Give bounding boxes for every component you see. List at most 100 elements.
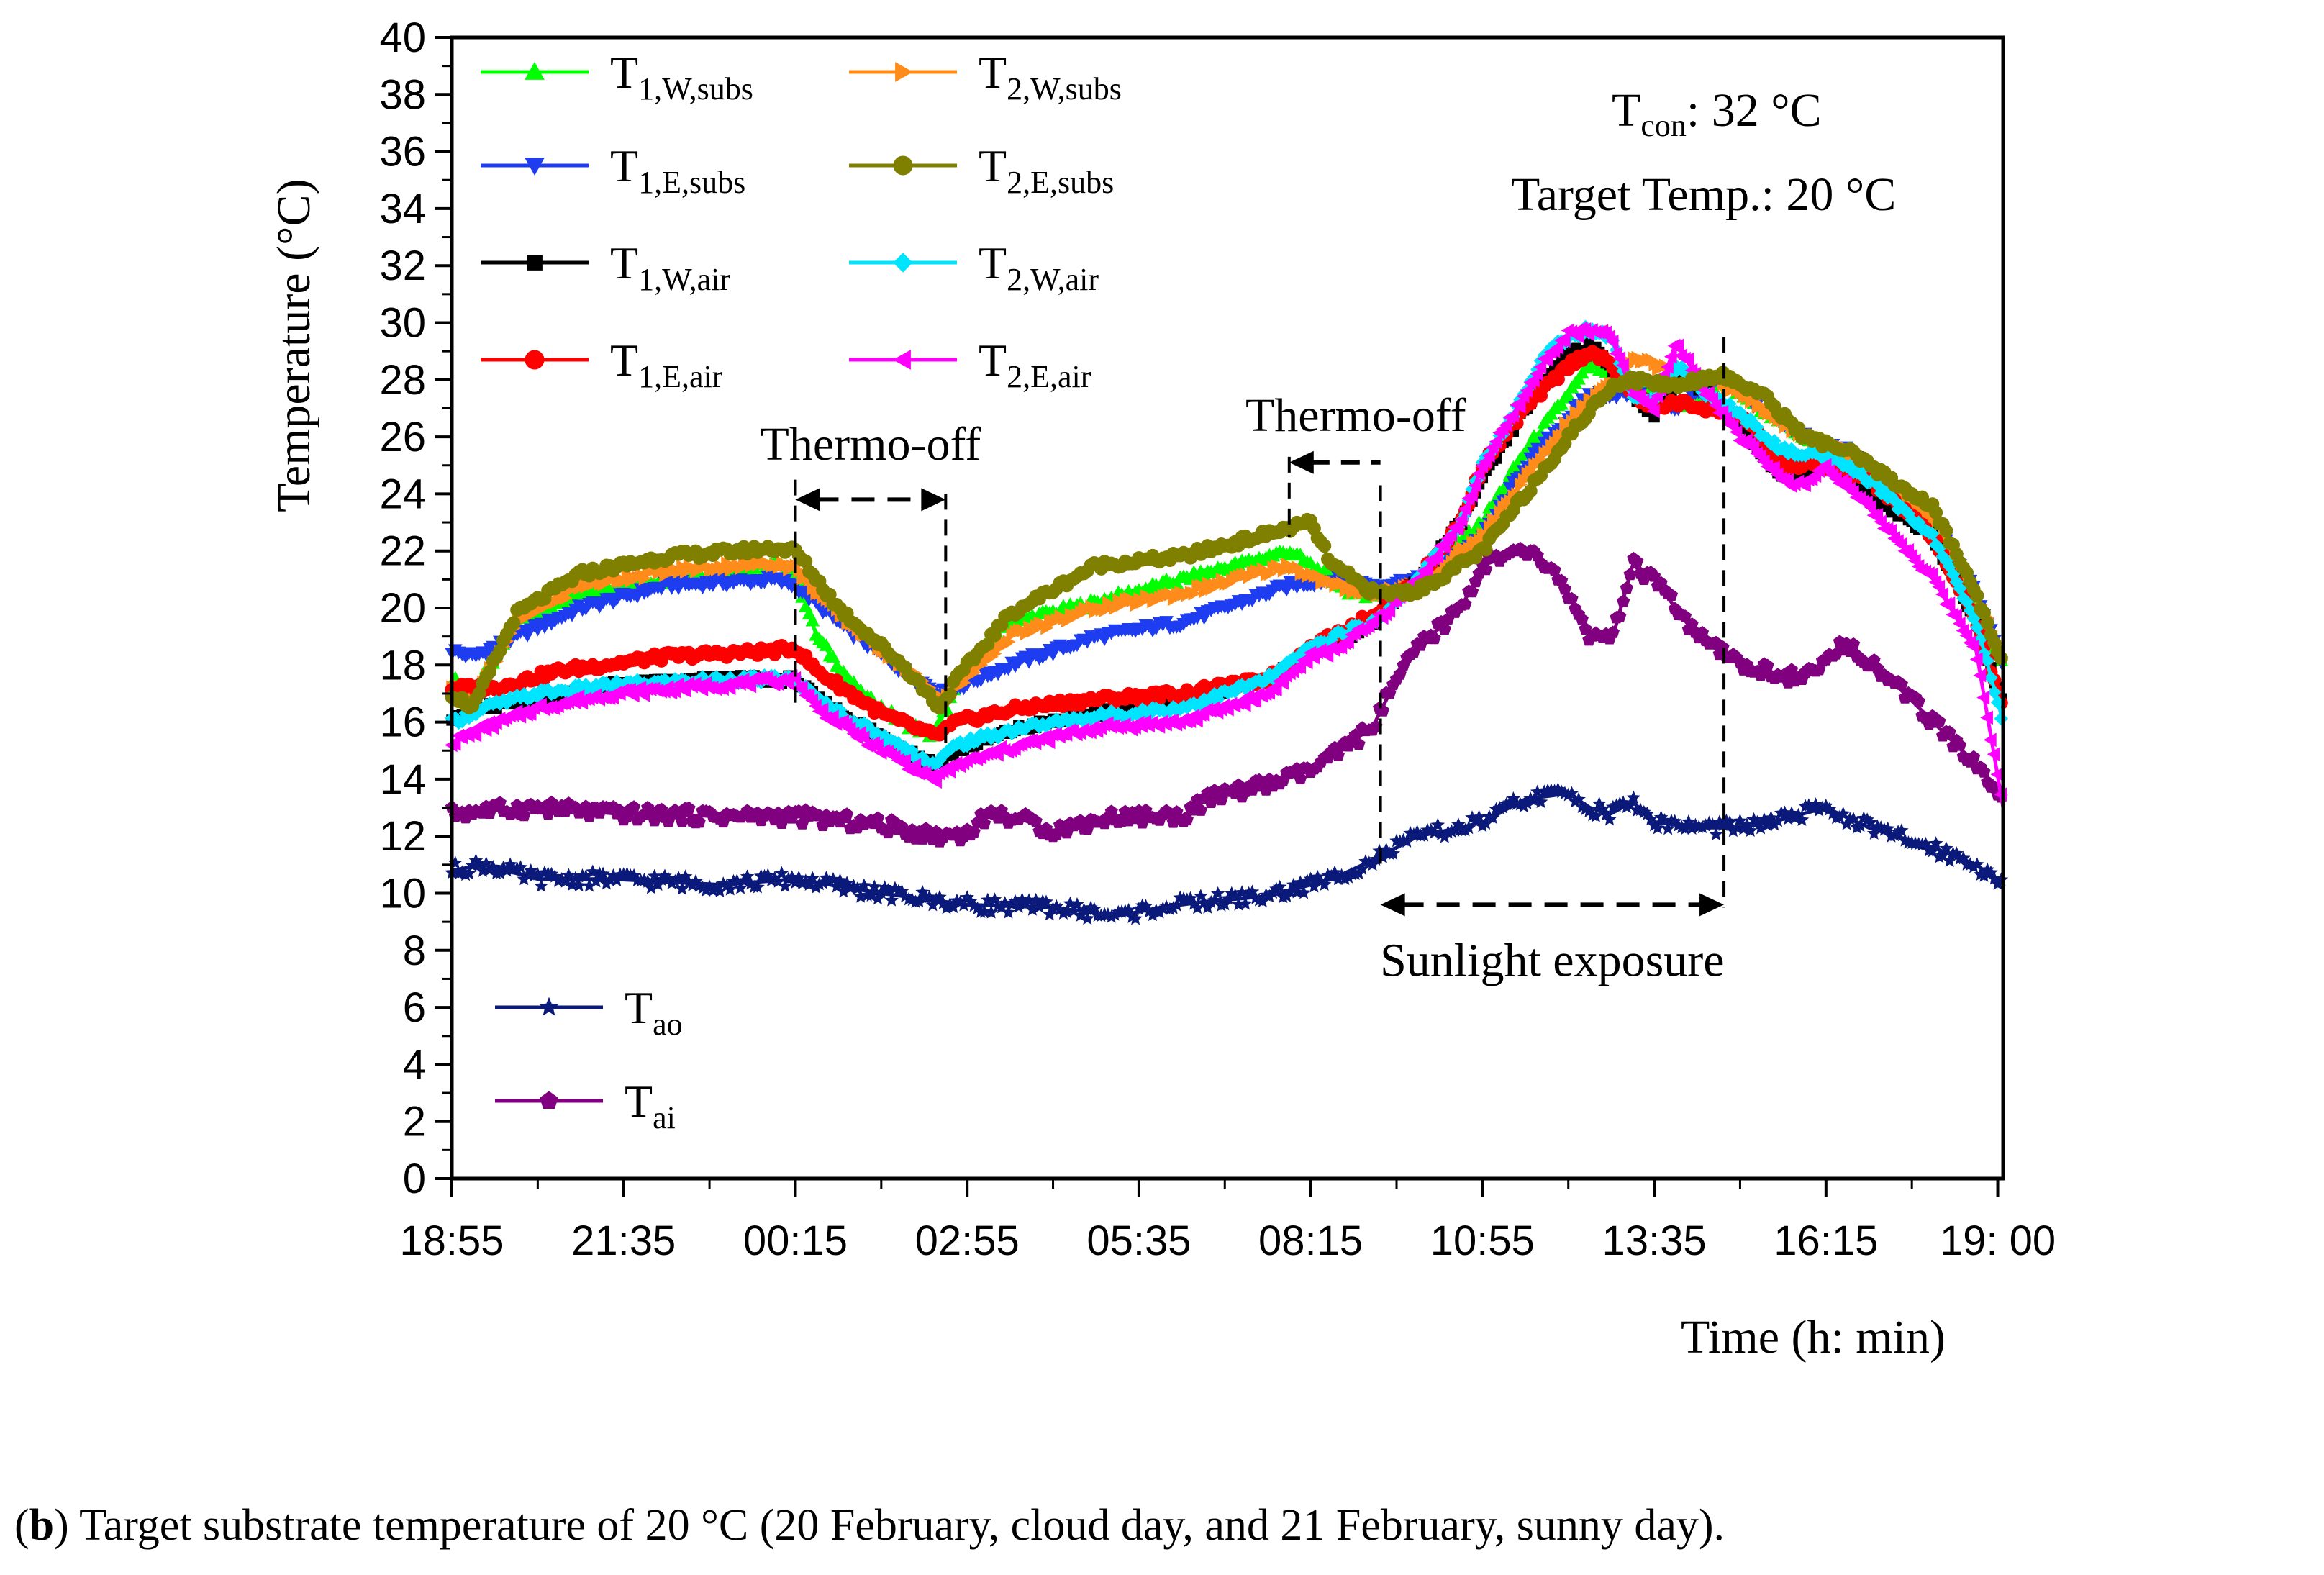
- thermo-off-1-label: Thermo-off: [761, 418, 981, 471]
- legend-label-main: T: [610, 140, 638, 191]
- legend-swatch-marker: [525, 158, 545, 176]
- x-tick-label: 16:15: [1774, 1217, 1878, 1264]
- annotation-layer: Thermo-off Thermo-off Sunlight exposure: [761, 337, 1726, 986]
- thermo-off-1-arrow-head-left: [795, 488, 820, 512]
- series-tai: [445, 541, 2008, 848]
- y-tick-label: 40: [379, 14, 426, 61]
- y-tick-label: 38: [379, 71, 426, 118]
- thermo-off-1-arrow-head-right: [921, 488, 946, 512]
- series-line: [450, 372, 2005, 710]
- x-tick-label: 00:15: [743, 1217, 848, 1264]
- legend-label-sub: 1,E,subs: [638, 165, 745, 200]
- legend-label: T1,E,subs: [610, 140, 745, 200]
- legend-swatch-marker: [895, 62, 914, 82]
- legend-label-main: T: [979, 237, 1007, 289]
- legend-label-sub: 1,W,subs: [638, 71, 753, 106]
- conditions-box: Tcon: 32 °C Target Temp.: 20 °C: [1511, 84, 1896, 221]
- legend-item-t2-w-air: T2,W,air: [849, 237, 1099, 297]
- x-axis-title: Time (h: min): [1681, 1311, 1946, 1363]
- legend-label: Tao: [625, 982, 683, 1042]
- y-tick-label: 26: [379, 414, 426, 460]
- tcon-main: T: [1612, 84, 1640, 137]
- legend-label-main: T: [610, 237, 638, 289]
- legend-label-main: T: [610, 335, 638, 386]
- series-layer: [444, 319, 2009, 925]
- y-tick-label: 28: [379, 357, 426, 404]
- series-line: [450, 355, 2005, 702]
- sunlight-label: Sunlight exposure: [1380, 934, 1724, 986]
- y-tick-label: 8: [403, 927, 426, 974]
- legend-label-main: T: [610, 47, 638, 98]
- legend-label-sub: 1,W,air: [638, 262, 730, 297]
- series-tao: [445, 782, 2009, 925]
- series-t2-e-air: [444, 321, 2007, 808]
- legend-label-sub: ao: [653, 1007, 683, 1042]
- sunlight-arrow-head-left: [1380, 893, 1405, 917]
- legend-label: T2,W,subs: [979, 47, 1122, 106]
- legend-label-sub: 2,W,subs: [1007, 71, 1122, 106]
- series-t2-w-subs: [446, 350, 2009, 709]
- thermo-off-2-label: Thermo-off: [1245, 389, 1466, 442]
- y-tick-label: 6: [403, 984, 426, 1031]
- legend-item-tai: Tai: [495, 1076, 676, 1135]
- tcon-sub: con: [1640, 108, 1687, 143]
- tcon-value: : 32 °C: [1687, 84, 1822, 137]
- y-tick-label: 32: [379, 242, 426, 289]
- legend-swatch-marker: [525, 61, 545, 80]
- legend-label-main: T: [625, 982, 653, 1033]
- series-line: [451, 791, 2005, 918]
- y-tick-label: 30: [379, 300, 426, 347]
- legend-label-sub: 2,W,air: [1007, 262, 1099, 297]
- target-temp-label: Target Temp.: 20 °C: [1511, 168, 1896, 221]
- tick-layer: 024681012141618202224262830323436384018:…: [379, 14, 2056, 1264]
- y-tick-label: 0: [403, 1156, 426, 1202]
- legend-swatch-marker: [893, 155, 913, 176]
- series-markers: [445, 782, 2009, 925]
- x-tick-label: 21:35: [571, 1217, 676, 1264]
- legend-item-t1-w-subs: T1,W,subs: [481, 47, 753, 106]
- caption-letter: b: [29, 1501, 55, 1550]
- legend-item-t2-e-air: T2,E,air: [849, 335, 1091, 394]
- legend-swatch-marker: [540, 1091, 558, 1109]
- caption-text: ) Target substrate temperature of 20 °C …: [54, 1501, 1725, 1550]
- y-tick-label: 34: [379, 186, 426, 232]
- legend-label: T2,E,air: [979, 335, 1091, 394]
- legend-label-main: T: [979, 335, 1007, 386]
- x-tick-label: 19: 00: [1940, 1217, 2056, 1264]
- legend-item-t2-e-subs: T2,E,subs: [849, 140, 1114, 200]
- legend-swatch-marker: [527, 255, 543, 271]
- legend-label: T1,W,subs: [610, 47, 753, 106]
- legend-label: T1,E,air: [610, 335, 723, 394]
- series-line: [450, 329, 2005, 808]
- series-t2-e-subs: [445, 366, 2008, 715]
- legend-label: T2,W,air: [979, 237, 1099, 297]
- figure-caption: (b) Target substrate temperature of 20 °…: [14, 1500, 2317, 1551]
- legend-label-sub: 2,E,air: [1007, 359, 1091, 394]
- legend-label-sub: 2,E,subs: [1007, 165, 1114, 200]
- legend-item-t1-e-air: T1,E,air: [481, 335, 723, 394]
- legend-swatch-marker: [525, 350, 545, 370]
- y-tick-label: 14: [379, 756, 426, 803]
- legend-item-t1-e-subs: T1,E,subs: [481, 140, 745, 200]
- x-tick-label: 08:15: [1258, 1217, 1363, 1264]
- series-line: [451, 549, 2005, 838]
- legend-label-sub: 1,E,air: [638, 359, 723, 394]
- legend-label: Tai: [625, 1076, 676, 1135]
- y-tick-label: 18: [379, 642, 426, 689]
- y-tick-label: 10: [379, 871, 426, 917]
- y-tick-label: 24: [379, 471, 426, 517]
- x-tick-label: 10:55: [1430, 1217, 1535, 1264]
- legend-swatch-marker: [892, 350, 911, 370]
- y-tick-label: 20: [379, 585, 426, 632]
- legend-label: T2,E,subs: [979, 140, 1114, 200]
- legend-item-tao: Tao: [495, 982, 683, 1042]
- legend-label-main: T: [979, 140, 1007, 191]
- y-tick-label: 12: [379, 813, 426, 860]
- legend-item-t1-w-air: T1,W,air: [481, 237, 730, 297]
- legend-swatch-marker: [539, 997, 559, 1016]
- x-tick-label: 05:35: [1086, 1217, 1191, 1264]
- legend-label-sub: ai: [653, 1100, 676, 1135]
- legend-label: T1,W,air: [610, 237, 730, 297]
- caption-prefix: (: [14, 1501, 29, 1550]
